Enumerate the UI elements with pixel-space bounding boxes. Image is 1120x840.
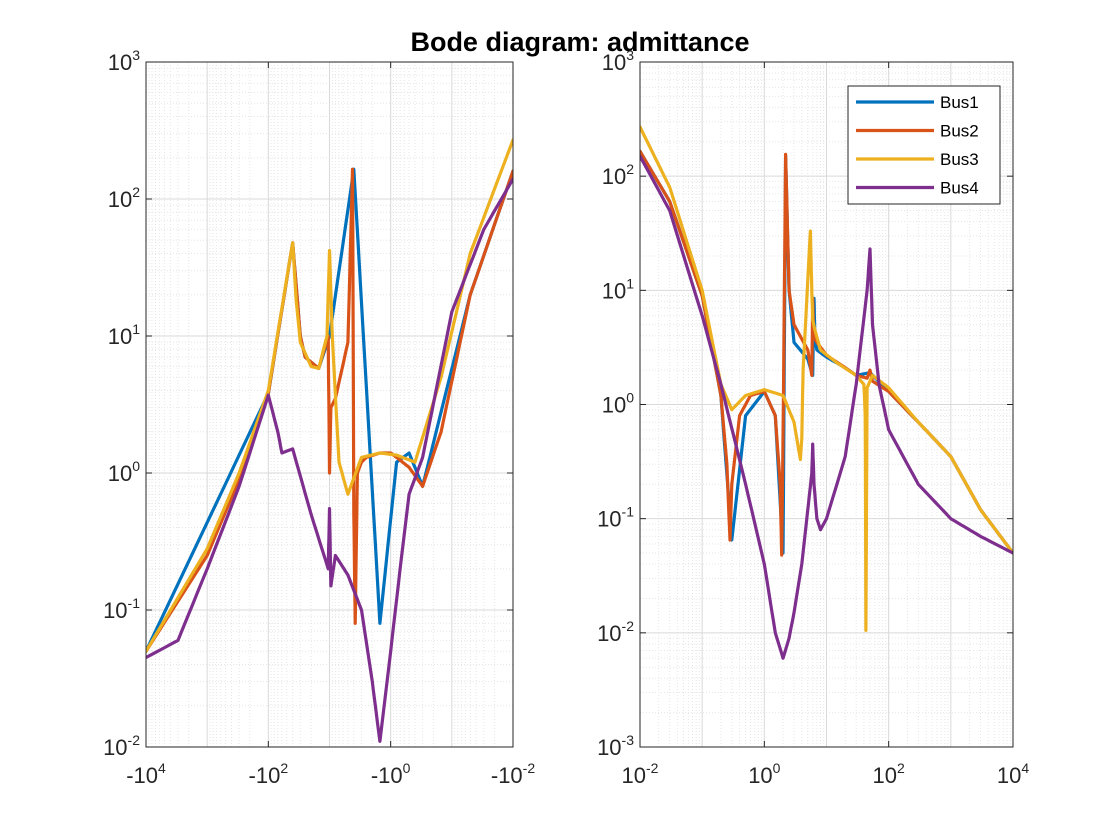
- x-tick-label: -10-2: [491, 760, 535, 788]
- legend-label-bus4: Bus4: [940, 179, 979, 198]
- x-tick-label: -102: [249, 760, 289, 788]
- series-group: [640, 125, 1013, 660]
- x-tick-label: -100: [371, 760, 411, 788]
- y-tick-label: 103: [602, 47, 634, 75]
- y-tick-label: 101: [602, 275, 634, 303]
- legend-label-bus2: Bus2: [940, 122, 979, 141]
- y-tick-label: 10-1: [597, 504, 634, 532]
- y-tick-label: 10-2: [103, 732, 140, 760]
- legend: Bus1 Bus2 Bus3 Bus4: [847, 85, 1001, 205]
- legend-label-bus1: Bus1: [940, 93, 979, 112]
- series-line-bus4: [146, 177, 513, 743]
- y-tick-label: 100: [602, 390, 634, 418]
- y-tick-label: 102: [108, 184, 140, 212]
- y-tick-label: 102: [602, 161, 634, 189]
- series-line-bus3: [146, 138, 513, 653]
- x-tick-label: 100: [748, 760, 780, 788]
- axes-frame: [145, 61, 514, 748]
- series-group: [146, 138, 513, 743]
- y-tick-label: 10-3: [597, 732, 634, 760]
- x-tick-label: 102: [873, 760, 905, 788]
- y-tick-label: 101: [108, 321, 140, 349]
- x-tick-label: 10-2: [622, 760, 659, 788]
- legend-box: [847, 85, 1001, 205]
- left-axes-negative-frequency: -104 -102 -100 -10-2 10-2 10-1 100 101 102 103: [103, 47, 535, 788]
- series-line-bus4: [640, 154, 1013, 660]
- x-tick-label: 104: [997, 760, 1029, 788]
- figure-title: Bode diagram: admittance: [410, 27, 750, 57]
- legend-label-bus3: Bus3: [940, 150, 979, 169]
- y-tick-label: 10-2: [597, 618, 634, 646]
- y-tick-label: 10-1: [103, 595, 140, 623]
- series-line-bus3: [640, 125, 1013, 632]
- y-tick-label: 100: [108, 458, 140, 486]
- y-tick-label: 103: [108, 47, 140, 75]
- x-tick-label: -104: [126, 760, 166, 788]
